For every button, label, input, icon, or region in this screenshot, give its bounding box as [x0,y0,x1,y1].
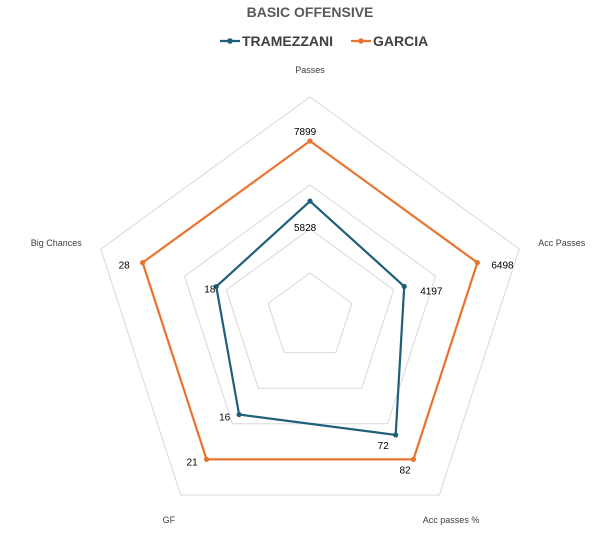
axis-labels: Passes Acc Passes Acc passes % GF Big Chance… [31,65,586,525]
axis-label: GF [163,515,176,525]
grid-ring [225,228,395,389]
series-line [215,200,406,437]
legend-label: TRAMEZZANI [242,33,333,49]
data-point [203,456,210,462]
radar-grid [100,96,520,496]
data-labels: 5828 4197 72 16 18 7899 6498 82 21 28 [119,127,514,476]
data-point [140,260,146,266]
data-point [474,260,480,266]
legend-label: GARCIA [373,33,428,49]
grid-ring [100,96,520,496]
grid-ring [267,272,353,354]
data-label: 6498 [491,261,514,272]
axis-label: Passes [295,65,325,75]
data-point [213,283,219,290]
axis-label: Acc Passes [538,238,586,248]
legend-marker [227,38,233,44]
series-line [141,139,479,461]
data-label: 7899 [294,127,317,138]
data-label: 21 [187,457,199,468]
data-label: 82 [399,465,411,476]
chart-title: BASIC OFFENSIVE [247,4,374,20]
axis-label: Big Chances [31,238,83,248]
data-label: 72 [378,441,390,452]
data-point [393,432,399,438]
series-group [140,138,480,462]
data-point [410,456,417,462]
data-point [236,411,242,418]
legend: TRAMEZZANI GARCIA [220,33,428,49]
data-label: 18 [204,285,216,296]
data-point [307,138,313,144]
data-label: 4197 [420,286,443,297]
data-point [401,283,407,289]
data-label: 28 [119,261,131,272]
data-point [307,198,313,204]
axis-label: Acc passes % [423,515,480,525]
grid-ring [142,140,478,460]
legend-marker [358,38,364,44]
data-label: 16 [219,413,231,424]
data-label: 5828 [294,223,317,234]
